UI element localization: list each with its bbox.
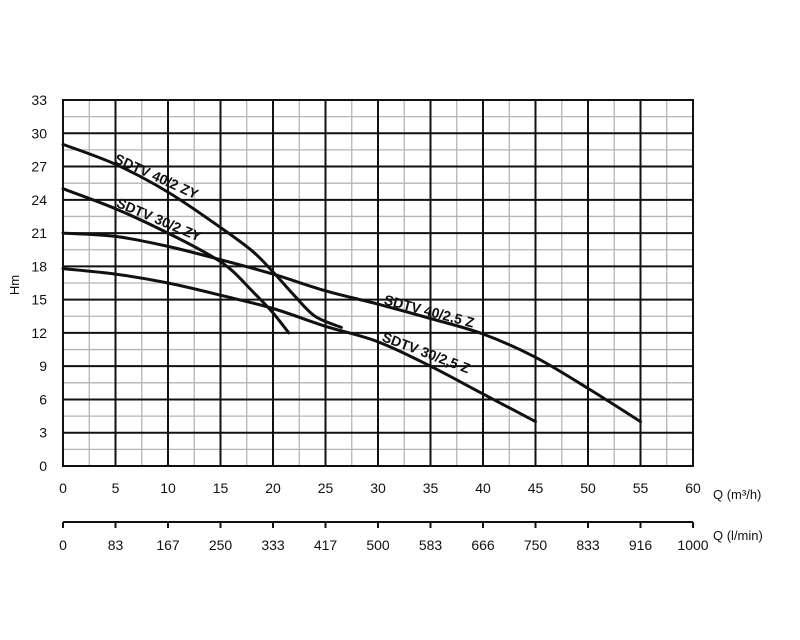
y-tick-label: 15 — [31, 292, 47, 308]
x-tick-label: 55 — [633, 480, 649, 496]
x-tick-labels: 0 5 10 15 20 25 30 35 40 45 50 55 60 — [59, 480, 701, 496]
x-tick-label: 25 — [318, 480, 334, 496]
major-grid — [62, 99, 694, 467]
x-tick-label: 10 — [160, 480, 176, 496]
y-tick-label: 18 — [31, 258, 47, 274]
x2-tick-label: 83 — [108, 537, 124, 553]
curve-sdtv-40-2-zy — [61, 142, 343, 329]
curves — [61, 142, 642, 424]
x-axis-label: Q (m³/h) — [713, 487, 761, 502]
x-tick-label: 35 — [423, 480, 439, 496]
y-tick-label: 6 — [39, 391, 47, 407]
x-tick-label: 50 — [580, 480, 596, 496]
x2-tick-label: 333 — [261, 537, 285, 553]
curve-label-sdtv-30-2-5-z: SDTV 30/2,5 Z — [380, 329, 473, 377]
y-tick-label: 12 — [31, 325, 47, 341]
y-tick-label: 3 — [39, 425, 47, 441]
x2-tick-labels: 0 83 167 250 333 417 500 583 666 750 833 916 1000 — [59, 537, 709, 553]
x2-tick-label: 500 — [366, 537, 390, 553]
y-tick-labels: 0 3 6 9 12 15 18 21 24 27 30 33 — [31, 92, 47, 474]
y-tick-label: 24 — [31, 192, 47, 208]
x2-axis-label: Q (l/min) — [713, 528, 763, 543]
x2-tick-label: 0 — [59, 537, 67, 553]
x-tick-label: 5 — [112, 480, 120, 496]
y-axis-label: Hm — [7, 275, 22, 295]
x-tick-label: 20 — [265, 480, 281, 496]
x2-tick-label: 250 — [209, 537, 233, 553]
x-tick-label: 60 — [685, 480, 701, 496]
curve-sdtv-30-2-zy — [61, 187, 291, 335]
y-tick-label: 33 — [31, 92, 47, 108]
secondary-x-axis — [62, 521, 694, 528]
x-tick-label: 30 — [370, 480, 386, 496]
y-tick-label: 27 — [31, 159, 47, 175]
curve-label-sdtv-40-2-zy: SDTV 40/2 ZY — [112, 150, 201, 202]
x2-tick-label: 916 — [629, 537, 653, 553]
x2-tick-label: 833 — [576, 537, 600, 553]
x2-tick-label: 167 — [156, 537, 180, 553]
curve-sdtv-40-2-5-z — [61, 231, 642, 424]
y-tick-label: 21 — [31, 225, 47, 241]
plot-border — [62, 99, 694, 467]
x2-tick-label: 666 — [471, 537, 495, 553]
x2-tick-label: 750 — [524, 537, 548, 553]
x-tick-label: 0 — [59, 480, 67, 496]
curve-sdtv-30-2-5-z — [61, 267, 537, 424]
x2-tick-label: 1000 — [677, 537, 708, 553]
x-tick-label: 40 — [475, 480, 491, 496]
x-tick-label: 45 — [528, 480, 544, 496]
x2-tick-label: 417 — [314, 537, 338, 553]
y-tick-label: 0 — [39, 458, 47, 474]
x2-tick-label: 583 — [419, 537, 443, 553]
x-tick-label: 15 — [213, 480, 229, 496]
y-tick-label: 30 — [31, 125, 47, 141]
y-tick-label: 9 — [39, 358, 47, 374]
